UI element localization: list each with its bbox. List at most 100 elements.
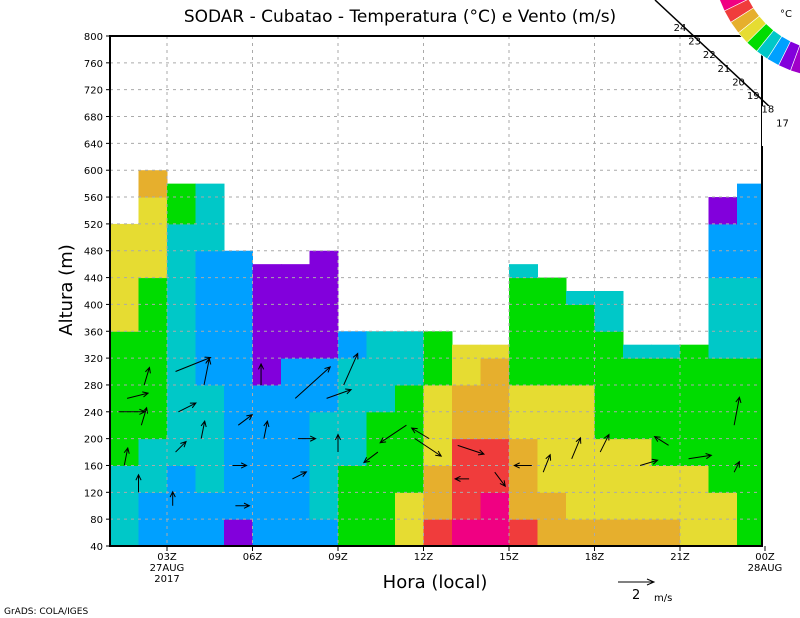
temperature-cell — [623, 465, 652, 493]
temperature-cell — [594, 465, 624, 493]
temperature-cell — [708, 492, 738, 520]
temperature-cell — [138, 304, 168, 332]
temperature-cell — [338, 465, 367, 493]
temperature-cell — [452, 384, 481, 413]
temperature-cell — [252, 304, 282, 332]
temperature-cell — [338, 519, 367, 547]
temperature-cell — [708, 411, 738, 440]
temperature-cell — [708, 250, 738, 279]
x-axis-label: Hora (local) — [383, 572, 488, 593]
wind-arrow — [169, 490, 176, 506]
temperature-cell — [224, 277, 253, 305]
temperature-cell — [366, 411, 396, 440]
reference-vector: 2 m/s — [618, 578, 672, 604]
temperature-cell — [423, 438, 453, 466]
temperature-cell — [623, 438, 652, 466]
wind-arrow — [178, 402, 197, 413]
temperature-cell — [566, 304, 595, 332]
temperature-cell — [395, 411, 424, 440]
temperature-cell — [737, 492, 763, 520]
temperature-cell — [195, 519, 225, 547]
temperature-cell — [195, 277, 225, 305]
wind-arrow — [203, 357, 212, 386]
temperature-cell — [366, 358, 396, 386]
temperature-cell — [167, 492, 196, 520]
temperature-cell — [737, 277, 763, 305]
temperature-cell — [167, 358, 196, 386]
temperature-cell — [110, 358, 139, 386]
temperature-cell — [651, 384, 681, 413]
temperature-cell — [537, 438, 567, 466]
temperature-cell — [509, 264, 538, 279]
temperature-cell — [366, 465, 396, 493]
temperature-cell — [252, 492, 282, 520]
temperature-cell — [737, 358, 763, 386]
temperature-cell — [537, 304, 567, 332]
temperature-cell — [509, 358, 538, 386]
temperature-cell — [480, 519, 510, 547]
temperature-cell — [566, 492, 595, 520]
colorbar-unit: °C — [780, 9, 792, 20]
temperature-cell — [195, 197, 225, 225]
temperature-cell — [594, 384, 624, 413]
temperature-cell — [680, 384, 709, 413]
colorbar-label: 24 — [674, 23, 687, 34]
temperature-cell — [167, 411, 196, 440]
temperature-cell — [338, 411, 367, 440]
temperature-cell — [167, 197, 196, 225]
temperature-cell — [708, 358, 738, 386]
temperature-cell — [537, 465, 567, 493]
temperature-cell — [281, 465, 310, 493]
y-tick-label: 360 — [84, 327, 103, 338]
temperature-cell — [737, 438, 763, 466]
y-tick-label: 520 — [84, 220, 103, 231]
temperature-cell — [708, 438, 738, 466]
temperature-cell — [338, 492, 367, 520]
temperature-cell — [167, 183, 196, 198]
temperature-cell — [395, 465, 424, 493]
plot-frame — [109, 35, 763, 547]
temperature-cell — [395, 331, 424, 359]
temperature-cell — [480, 438, 510, 466]
temperature-cell — [167, 331, 196, 359]
x-tick-label: 06Z — [243, 552, 263, 563]
temperature-cell — [452, 492, 481, 520]
temperature-cell — [252, 384, 282, 413]
temperature-cell — [651, 465, 681, 493]
temperature-cell — [224, 384, 253, 413]
y-axis: 40 80 120 160 200 240 280 320 360 400 440 480 520 560… — [84, 32, 110, 553]
temperature-cell — [509, 304, 538, 332]
temperature-cell — [737, 465, 763, 493]
wind-arrow — [175, 440, 187, 453]
y-tick-label: 120 — [84, 488, 103, 499]
x-tick-label: 28AUG — [748, 563, 783, 574]
wind-arrow — [118, 408, 146, 415]
y-tick-label: 40 — [90, 542, 103, 553]
temperature-cell — [309, 438, 339, 466]
temperature-cell — [195, 438, 225, 466]
temperature-cell — [566, 384, 595, 413]
temperature-cell — [537, 492, 567, 520]
temperature-cell — [338, 384, 367, 413]
temperature-cell — [110, 223, 139, 252]
temperature-cell — [138, 277, 168, 305]
temperature-cell — [452, 438, 481, 466]
temperature-cell — [195, 411, 225, 440]
temperature-cell — [708, 223, 738, 252]
wind-arrow — [135, 473, 142, 493]
temperature-cell — [195, 492, 225, 520]
temperature-cell — [110, 492, 139, 520]
temperature-cell — [366, 438, 396, 466]
temperature-cell — [395, 438, 424, 466]
temperature-cell — [281, 277, 310, 305]
temperature-cell — [480, 492, 510, 520]
temperature-cell — [680, 438, 709, 466]
temperature-cell — [167, 384, 196, 413]
wind-arrow — [334, 433, 342, 453]
temperature-cell — [594, 304, 624, 332]
temperature-cell — [423, 519, 453, 547]
temperature-cell — [737, 519, 763, 547]
temperature-cell — [167, 519, 196, 547]
temperature-cell — [110, 384, 139, 413]
